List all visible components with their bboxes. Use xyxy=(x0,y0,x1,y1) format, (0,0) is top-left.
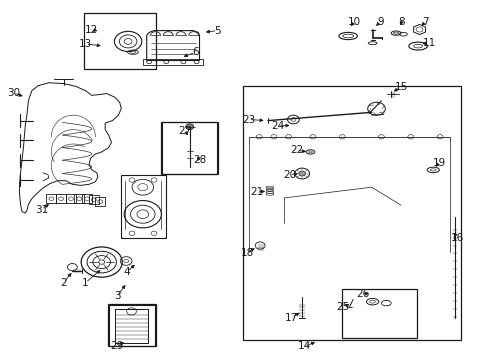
Text: 26: 26 xyxy=(355,289,369,300)
Text: 2: 2 xyxy=(60,278,67,288)
Bar xyxy=(74,194,84,203)
Text: 20: 20 xyxy=(283,170,295,180)
Text: 24: 24 xyxy=(270,121,284,131)
Text: 7: 7 xyxy=(421,17,428,27)
Text: 17: 17 xyxy=(284,312,298,323)
Text: 30: 30 xyxy=(7,88,20,98)
Bar xyxy=(84,13,155,69)
Text: 16: 16 xyxy=(450,233,464,243)
Text: 8: 8 xyxy=(398,17,405,27)
Bar xyxy=(242,86,460,340)
Text: 19: 19 xyxy=(431,158,445,168)
Bar xyxy=(162,122,217,174)
Text: 21: 21 xyxy=(250,186,264,197)
Bar xyxy=(115,309,148,343)
Bar xyxy=(46,194,56,203)
Text: 29: 29 xyxy=(110,341,124,351)
Text: 4: 4 xyxy=(123,267,130,277)
Text: 14: 14 xyxy=(297,341,310,351)
Text: 23: 23 xyxy=(241,114,255,125)
Text: 13: 13 xyxy=(79,39,92,49)
Text: 31: 31 xyxy=(35,204,48,215)
Text: 28: 28 xyxy=(192,155,206,165)
Bar xyxy=(342,289,416,338)
Bar xyxy=(56,194,66,203)
Text: 11: 11 xyxy=(422,38,435,48)
Bar xyxy=(66,194,76,203)
Circle shape xyxy=(298,171,305,176)
Circle shape xyxy=(99,260,104,264)
Text: 12: 12 xyxy=(85,24,99,35)
Circle shape xyxy=(185,124,193,130)
Bar xyxy=(161,122,217,174)
Text: 1: 1 xyxy=(82,278,89,288)
Text: 3: 3 xyxy=(114,291,121,301)
Text: 25: 25 xyxy=(336,302,349,312)
Text: 9: 9 xyxy=(376,17,383,27)
Bar xyxy=(108,305,155,346)
Bar xyxy=(89,195,99,204)
Bar xyxy=(121,175,166,238)
Bar xyxy=(82,194,92,203)
Text: 5: 5 xyxy=(214,26,221,36)
Text: 15: 15 xyxy=(393,82,407,92)
Text: 10: 10 xyxy=(347,17,360,27)
Text: 18: 18 xyxy=(240,248,254,258)
Text: 22: 22 xyxy=(290,145,304,156)
Bar xyxy=(107,304,156,346)
Text: 6: 6 xyxy=(192,47,199,57)
Bar xyxy=(95,197,105,206)
Text: 27: 27 xyxy=(178,126,191,136)
